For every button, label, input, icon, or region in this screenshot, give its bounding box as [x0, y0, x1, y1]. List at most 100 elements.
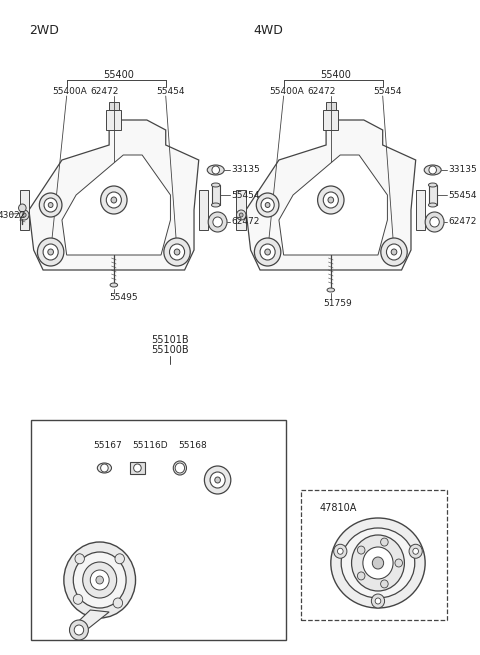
Circle shape — [23, 213, 26, 217]
Bar — [31, 420, 286, 640]
Circle shape — [113, 598, 122, 608]
Circle shape — [430, 217, 439, 227]
Circle shape — [64, 542, 135, 618]
Circle shape — [208, 212, 227, 232]
Circle shape — [111, 197, 117, 203]
Text: 55168: 55168 — [178, 441, 207, 451]
Text: 55116D: 55116D — [132, 441, 168, 451]
Text: 55101B: 55101B — [152, 335, 189, 345]
Text: 55400A: 55400A — [269, 88, 304, 96]
Circle shape — [106, 192, 121, 208]
Bar — [323, 110, 338, 130]
Circle shape — [73, 594, 83, 605]
Circle shape — [260, 244, 275, 260]
Circle shape — [351, 535, 404, 591]
Text: 33135: 33135 — [232, 166, 261, 174]
Circle shape — [375, 598, 381, 604]
Text: 33135: 33135 — [449, 166, 478, 174]
Text: 2WD: 2WD — [29, 24, 59, 37]
Circle shape — [323, 192, 338, 208]
Bar — [130, 462, 145, 474]
Circle shape — [73, 552, 126, 608]
Circle shape — [425, 212, 444, 232]
Ellipse shape — [97, 463, 111, 473]
Circle shape — [265, 202, 270, 208]
Polygon shape — [72, 610, 109, 630]
Circle shape — [204, 466, 231, 494]
Ellipse shape — [173, 461, 186, 475]
Circle shape — [90, 570, 109, 590]
Text: 55495: 55495 — [109, 293, 138, 301]
Text: 47810A: 47810A — [320, 503, 357, 513]
Circle shape — [169, 244, 185, 260]
Circle shape — [43, 244, 58, 260]
Circle shape — [391, 249, 397, 255]
Circle shape — [381, 580, 388, 588]
Circle shape — [363, 547, 393, 579]
Circle shape — [133, 464, 141, 472]
Ellipse shape — [341, 528, 415, 598]
Circle shape — [372, 557, 384, 569]
Circle shape — [19, 204, 26, 212]
Polygon shape — [279, 155, 387, 255]
Bar — [109, 102, 119, 110]
Ellipse shape — [207, 165, 224, 175]
Polygon shape — [237, 190, 246, 230]
Circle shape — [328, 197, 334, 203]
Circle shape — [101, 186, 127, 214]
Circle shape — [75, 553, 84, 564]
Circle shape — [413, 548, 419, 554]
Bar — [300, 490, 447, 620]
Circle shape — [358, 546, 365, 554]
Circle shape — [48, 249, 53, 255]
Circle shape — [101, 464, 108, 472]
Polygon shape — [29, 120, 199, 270]
Ellipse shape — [331, 518, 425, 608]
Circle shape — [215, 477, 220, 483]
Text: 55100B: 55100B — [152, 345, 189, 355]
Text: 51759: 51759 — [323, 299, 352, 307]
Bar — [106, 110, 121, 130]
Circle shape — [409, 544, 422, 558]
Text: 62472: 62472 — [307, 88, 336, 96]
Text: 55167: 55167 — [93, 441, 122, 451]
Circle shape — [240, 213, 243, 217]
Circle shape — [395, 559, 403, 567]
Text: 62472: 62472 — [90, 88, 119, 96]
Circle shape — [254, 238, 281, 266]
Circle shape — [39, 193, 62, 217]
Ellipse shape — [212, 183, 220, 187]
Polygon shape — [416, 190, 425, 230]
Circle shape — [213, 217, 222, 227]
Circle shape — [381, 538, 388, 546]
Circle shape — [115, 553, 124, 564]
Polygon shape — [20, 190, 29, 230]
Circle shape — [372, 594, 384, 608]
Circle shape — [256, 193, 279, 217]
Circle shape — [37, 238, 64, 266]
Text: 62472: 62472 — [449, 217, 477, 227]
Circle shape — [358, 572, 365, 580]
Circle shape — [237, 210, 246, 220]
Text: 55400: 55400 — [320, 70, 351, 80]
Ellipse shape — [429, 183, 437, 187]
Circle shape — [20, 210, 29, 220]
Circle shape — [337, 548, 343, 554]
Circle shape — [44, 198, 57, 212]
Text: 55454: 55454 — [373, 88, 402, 96]
Circle shape — [74, 625, 84, 635]
Text: 4WD: 4WD — [253, 24, 283, 37]
Circle shape — [83, 562, 117, 598]
Bar — [326, 102, 336, 110]
Ellipse shape — [429, 203, 437, 207]
Circle shape — [265, 249, 270, 255]
Ellipse shape — [424, 165, 441, 175]
Ellipse shape — [212, 203, 220, 207]
Ellipse shape — [110, 283, 118, 287]
Circle shape — [48, 202, 53, 208]
Circle shape — [164, 238, 190, 266]
Circle shape — [174, 249, 180, 255]
Circle shape — [261, 198, 274, 212]
Text: 43022: 43022 — [0, 210, 26, 219]
Bar — [212, 185, 220, 205]
